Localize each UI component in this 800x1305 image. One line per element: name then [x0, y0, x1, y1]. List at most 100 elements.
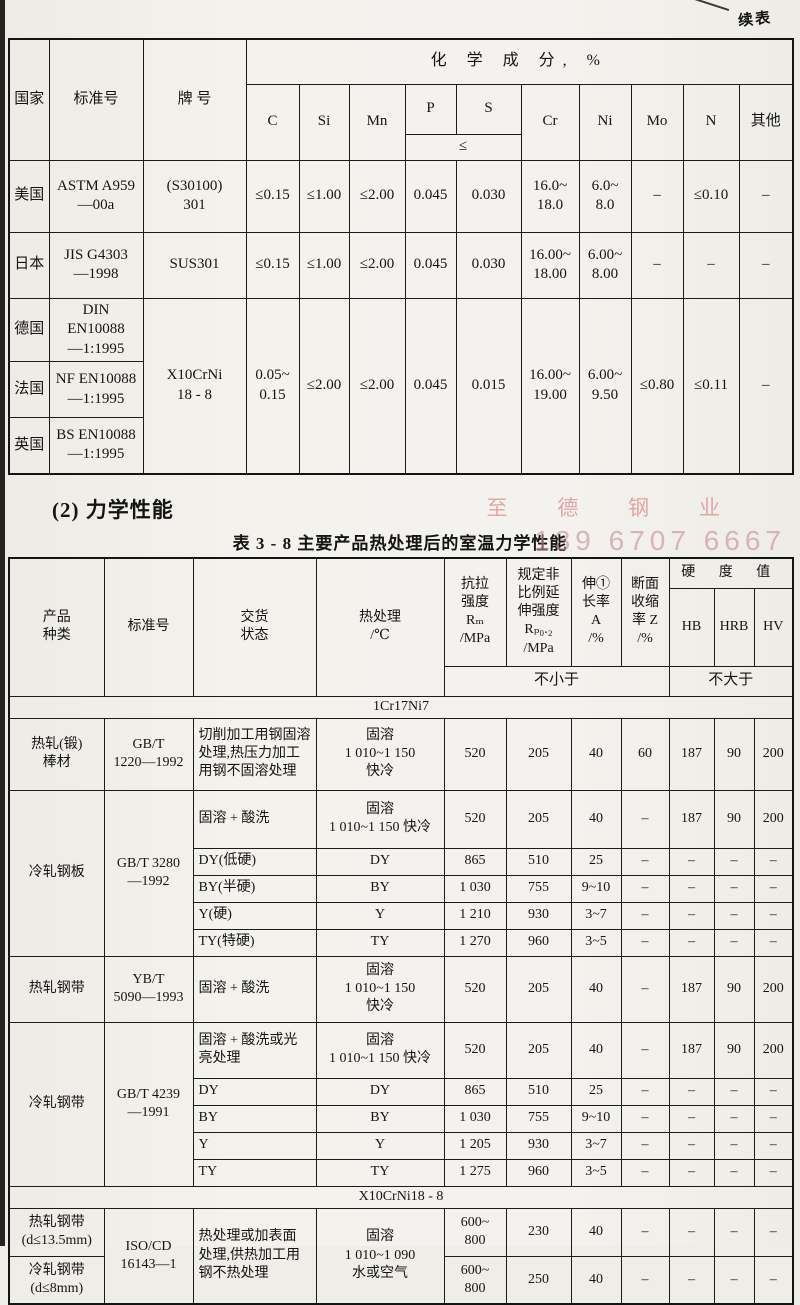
value-cell: 520 [443, 1021, 507, 1079]
value-cell: ≤0.10 [682, 159, 740, 233]
continued-table-label: 续表 [737, 10, 773, 30]
heat-cell: 固溶 1 010~1 150 快冷 [315, 789, 445, 849]
value-cell: – [753, 1131, 794, 1160]
value-cell: 520 [443, 717, 507, 791]
product-cell: 热轧钢带 [8, 955, 105, 1023]
delivery-cell: BY [192, 1104, 317, 1133]
product-cell: 冷轧钢带 [8, 1021, 105, 1187]
value-cell: – [620, 1207, 670, 1257]
watermark-company: 至 德 钢 业 [486, 497, 742, 520]
value-cell: 187 [668, 789, 715, 849]
grade-cell: (S30100) 301 [142, 159, 247, 233]
value-cell: – [620, 1021, 670, 1079]
proof-strength-header: 规定非 比例延 伸强度 Rₚ₀.₂ /MPa [505, 557, 572, 667]
value-cell: – [620, 874, 670, 903]
heat-header: 热处理 /℃ [315, 557, 445, 697]
value-cell: 1 270 [443, 928, 507, 957]
country-cell: 美国 [8, 159, 50, 233]
delivery-cell: DY(低硬) [192, 847, 317, 876]
tensile-strength-header: 抗拉 强度 Rₘ /MPa [443, 557, 507, 667]
value-cell: – [668, 1077, 715, 1106]
value-cell: 865 [443, 1077, 507, 1106]
value-cell: 930 [505, 901, 572, 930]
hv-header: HV [753, 587, 794, 667]
element-header-s: S [455, 83, 522, 135]
table-row-plate-dy: DY(低硬) DY 865 510 25 – – – – [9, 847, 794, 876]
standard-cell: GB/T 4239 —1991 [103, 1021, 194, 1187]
table-row-iso-hot: 热轧钢带 (d≤13.5mm) ISO/CD 16143—1 热处理或加表面 处… [8, 1207, 794, 1305]
grade-cell: SUS301 [142, 231, 247, 299]
country-header: 国家 [8, 38, 50, 161]
product-cell: 冷轧钢板 [8, 789, 105, 957]
value-cell: 205 [505, 1021, 572, 1079]
value-cell: 250 [505, 1255, 572, 1305]
delivery-cell: TY [192, 1158, 317, 1187]
value-cell: – [738, 297, 794, 474]
value-cell: 6.00~ 9.50 [578, 297, 632, 474]
watermark-phone: 139 6707 6667 [534, 525, 786, 556]
value-cell: – [620, 928, 670, 957]
value-cell: – [668, 1207, 715, 1257]
value-cell: – [620, 1255, 670, 1305]
value-cell: – [620, 1131, 670, 1160]
value-cell: 0.015 [455, 297, 522, 474]
value-cell: 600~ 800 [443, 1207, 507, 1257]
value-cell: – [668, 1158, 715, 1187]
heat-cell: 固溶 1 010~1 150 快冷 [315, 717, 445, 791]
value-cell: – [753, 874, 794, 903]
product-cell: 冷轧钢带 (d≤8mm) [8, 1255, 105, 1305]
element-header-mo: Mo [630, 83, 684, 161]
value-cell: – [620, 1158, 670, 1187]
table-row-cold-strip-solution: 冷轧钢带 GB/T 4239 —1991 固溶 + 酸洗或光 亮处理 固溶 1 … [8, 1021, 794, 1187]
value-cell: 9~10 [570, 874, 622, 903]
section-label: X10CrNi18 - 8 [8, 1185, 794, 1209]
heat-cell: DY [315, 1077, 445, 1106]
mech-header-row: 产品 种类 标准号 交货 状态 热处理 /℃ 抗拉 强度 Rₘ /MPa 规定非… [8, 557, 794, 697]
elongation-header: 伸① 长率 A /% [570, 557, 622, 667]
standard-cell: GB/T 1220—1992 [103, 717, 194, 791]
heat-cell: 固溶 1 010~1 090 水或空气 [315, 1207, 445, 1305]
element-header-p: P [404, 83, 457, 135]
chem-table: 国家 标准号 牌 号 化 学 成 分, % C Si Mn P S Cr Ni … [8, 38, 794, 475]
country-cell: 英国 [8, 417, 50, 474]
value-cell: 40 [570, 1255, 622, 1305]
value-cell: ≤2.00 [348, 231, 406, 299]
value-cell: ≤2.00 [298, 297, 350, 474]
value-cell: – [753, 1077, 794, 1106]
country-cell: 德国 [8, 297, 50, 362]
value-cell: 205 [505, 955, 572, 1023]
value-cell: – [668, 901, 715, 930]
value-cell: ≤0.11 [682, 297, 740, 474]
value-cell: – [682, 231, 740, 299]
standard-cell: JIS G4303 —1998 [48, 231, 144, 299]
value-cell: 40 [570, 1207, 622, 1257]
table-row-japan: 日本 JIS G4303 —1998 SUS301 ≤0.15 ≤1.00 ≤2… [8, 231, 794, 299]
chem-composition-title: 化 学 成 分, % [245, 38, 794, 85]
delivery-cell: 热处理或加表面 处理,供热加工用 钢不热处理 [192, 1207, 317, 1305]
table-row-bar: 热轧(锻) 棒材 GB/T 1220—1992 切削加工用钢固溶 处理,热压力加… [8, 717, 794, 791]
heat-cell: Y [315, 901, 445, 930]
heat-cell: 固溶 1 010~1 150 快冷 [315, 1021, 445, 1079]
section-label: 1Cr17Ni7 [8, 695, 794, 719]
hardness-header: 硬 度 值 [668, 557, 794, 589]
value-cell: 200 [753, 955, 794, 1023]
value-cell: – [753, 1158, 794, 1187]
value-cell: 205 [505, 717, 572, 791]
heat-cell: TY [315, 928, 445, 957]
table-caption: 表 3 - 8 主要产品热处理后的室温力学性能 [232, 534, 568, 553]
value-cell: 40 [570, 717, 622, 791]
value-cell: – [713, 1077, 755, 1106]
standard-cell: GB/T 3280 —1992 [103, 789, 194, 957]
value-cell: – [753, 1104, 794, 1133]
le-symbol: ≤ [404, 133, 522, 161]
value-cell: 9~10 [570, 1104, 622, 1133]
value-cell: 520 [443, 955, 507, 1023]
section-heading: (2) 力学性能 [52, 498, 174, 522]
value-cell: – [713, 847, 755, 876]
value-cell: 187 [668, 955, 715, 1023]
value-cell: – [668, 1131, 715, 1160]
value-cell: 3~5 [570, 1158, 622, 1187]
country-cell: 法国 [8, 361, 50, 418]
value-cell: ≤0.15 [245, 159, 300, 233]
hardness-subheader-row: HB HRB HV [9, 587, 794, 667]
